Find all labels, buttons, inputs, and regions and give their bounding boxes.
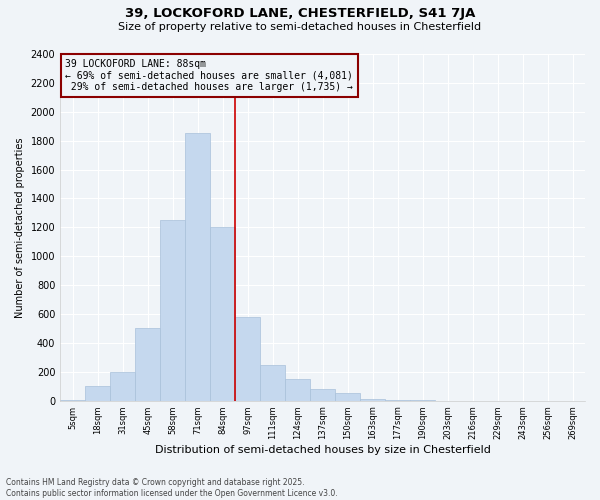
- Bar: [260, 364, 285, 400]
- Text: 39, LOCKOFORD LANE, CHESTERFIELD, S41 7JA: 39, LOCKOFORD LANE, CHESTERFIELD, S41 7J…: [125, 8, 475, 20]
- Bar: [335, 394, 360, 400]
- Bar: [310, 389, 335, 400]
- Bar: [210, 228, 235, 400]
- Text: Contains HM Land Registry data © Crown copyright and database right 2025.
Contai: Contains HM Land Registry data © Crown c…: [6, 478, 338, 498]
- Text: Size of property relative to semi-detached houses in Chesterfield: Size of property relative to semi-detach…: [118, 22, 482, 32]
- Bar: [110, 372, 135, 400]
- Bar: [235, 317, 260, 400]
- Bar: [185, 134, 210, 400]
- X-axis label: Distribution of semi-detached houses by size in Chesterfield: Distribution of semi-detached houses by …: [155, 445, 491, 455]
- Bar: [160, 220, 185, 400]
- Bar: [85, 386, 110, 400]
- Text: 39 LOCKOFORD LANE: 88sqm
← 69% of semi-detached houses are smaller (4,081)
 29% : 39 LOCKOFORD LANE: 88sqm ← 69% of semi-d…: [65, 59, 353, 92]
- Y-axis label: Number of semi-detached properties: Number of semi-detached properties: [15, 137, 25, 318]
- Bar: [135, 328, 160, 400]
- Bar: [285, 379, 310, 400]
